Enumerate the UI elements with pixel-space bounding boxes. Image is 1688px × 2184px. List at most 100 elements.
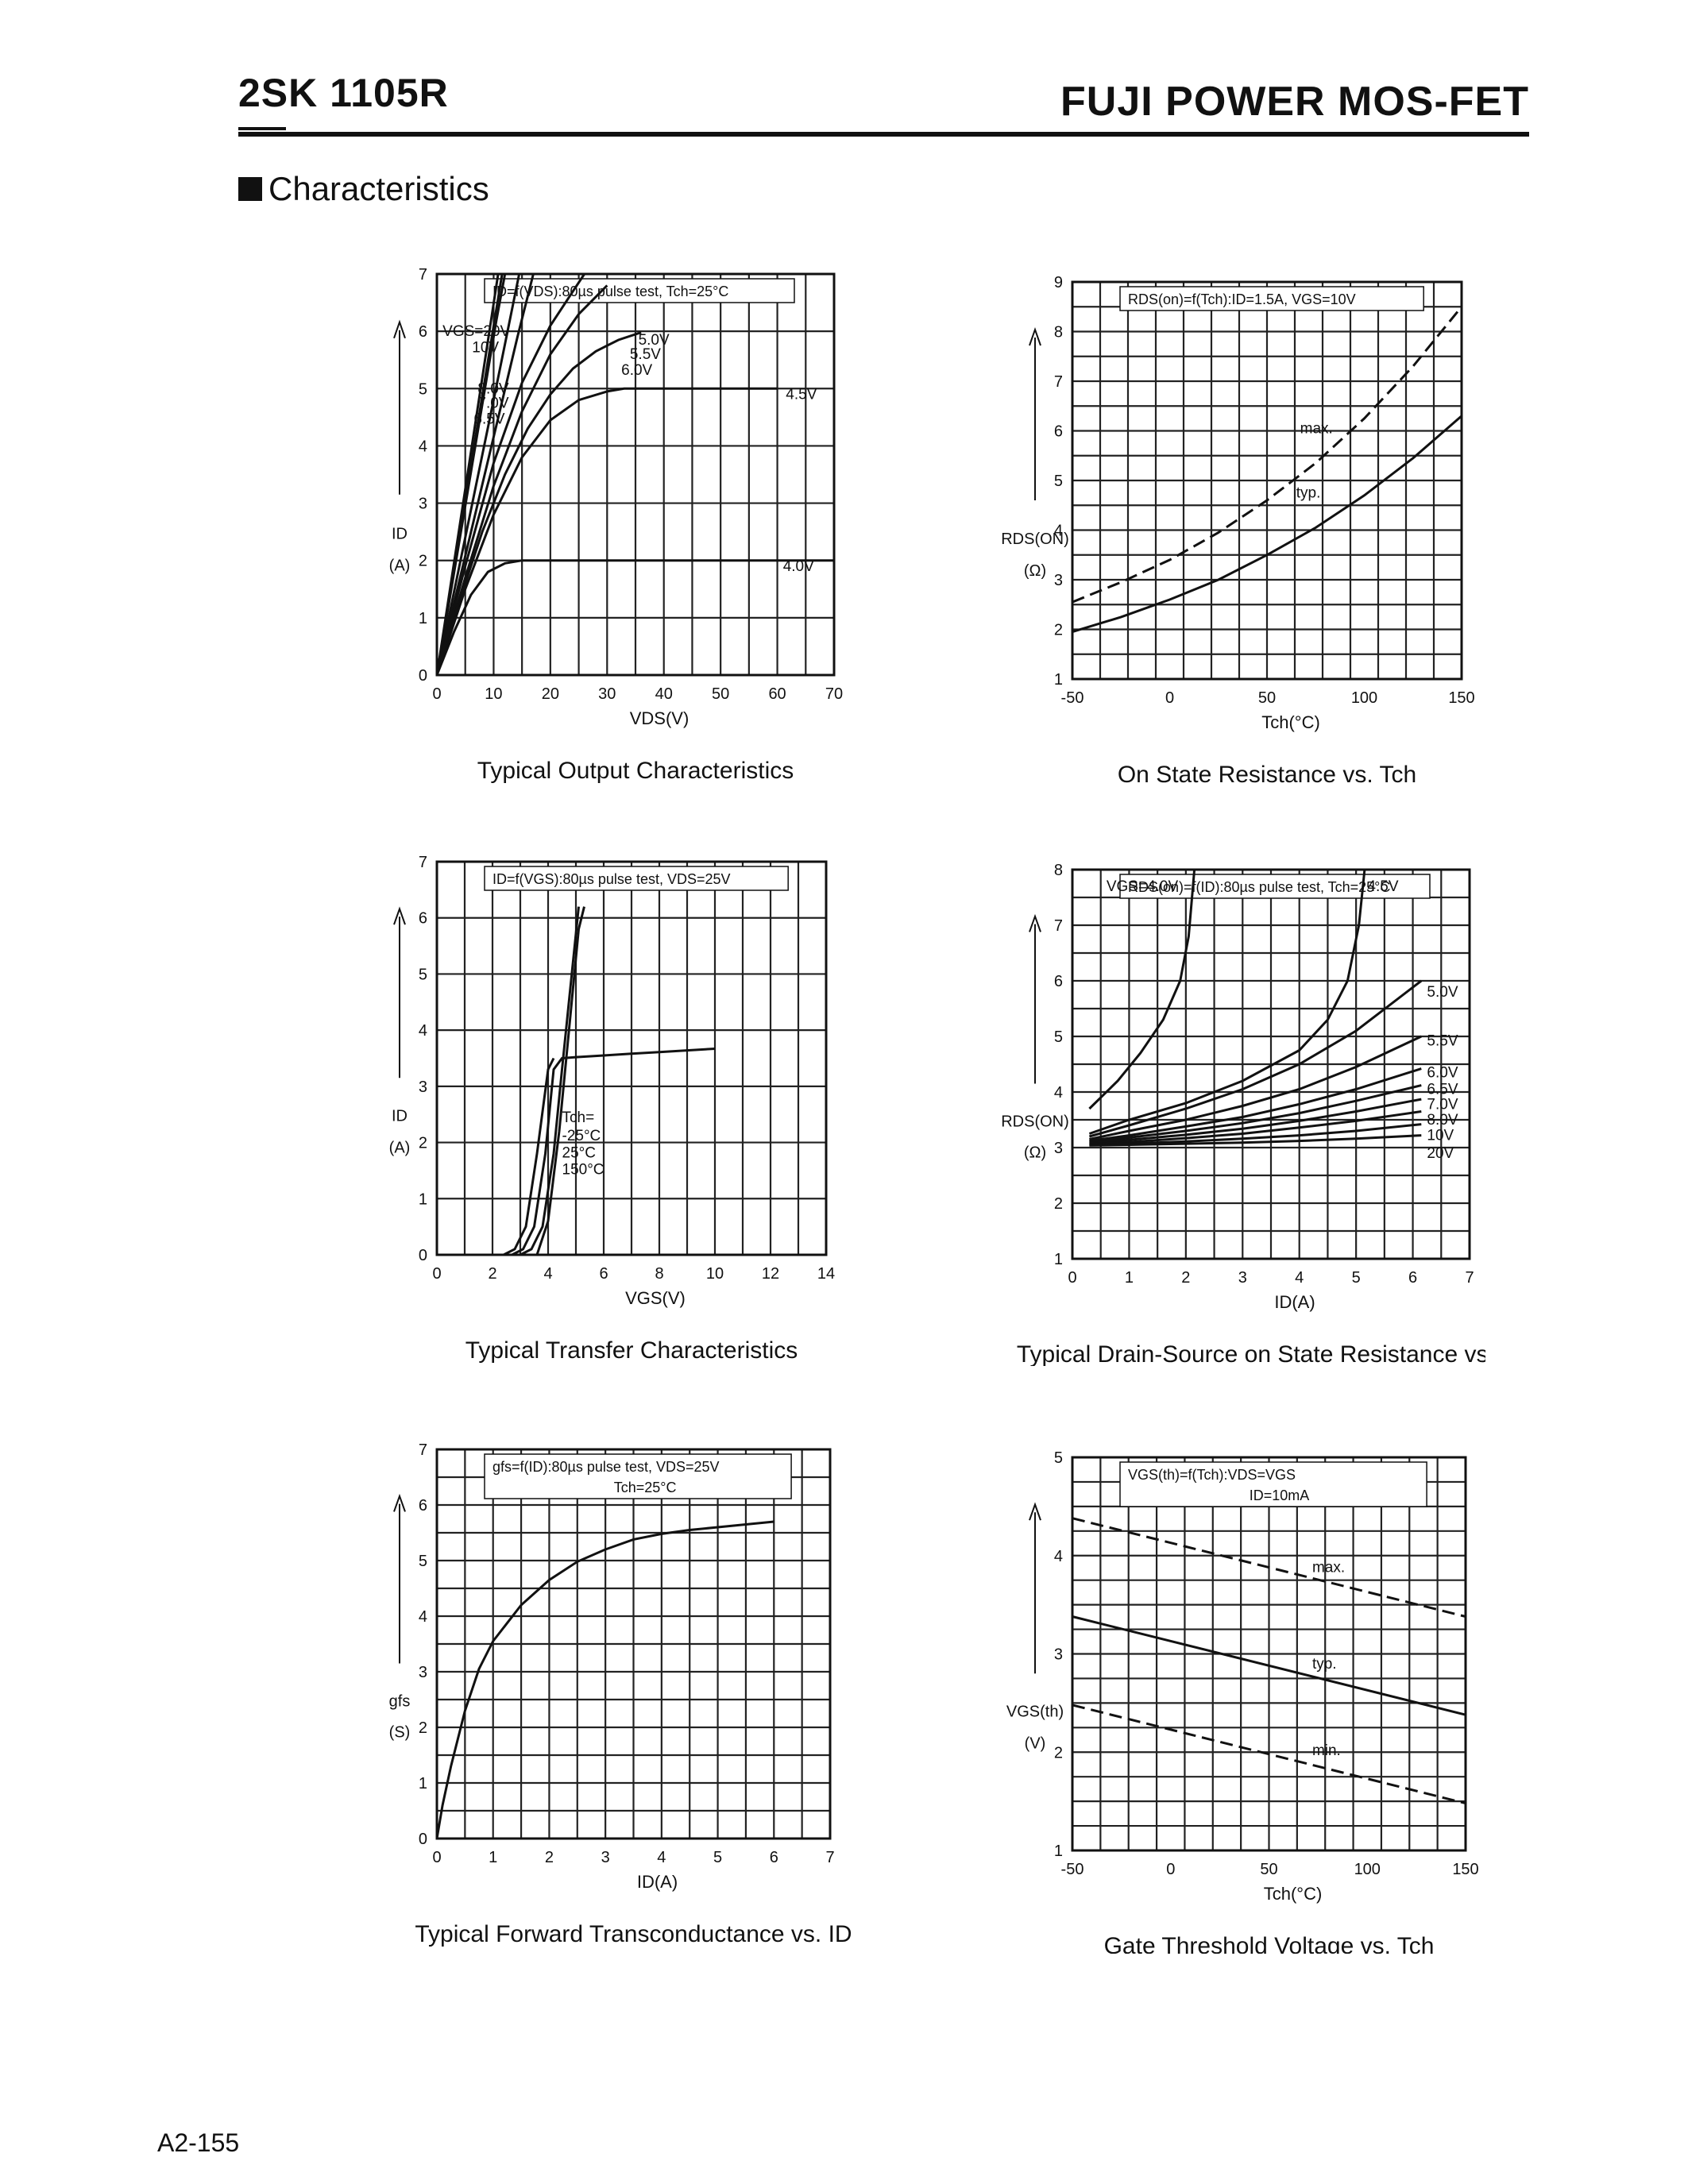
section-heading: Characteristics [238,170,489,208]
x-tick-label: 1 [1125,1269,1134,1287]
y-tick-label: 4 [1054,1548,1063,1565]
series-line-20v [1089,1134,1422,1147]
part-number: 2SK 1105R [238,71,449,115]
y-tick-label: 2 [1054,1195,1063,1213]
y-tick-label: 7 [1054,373,1063,391]
plot-frame [435,860,828,1256]
y-axis-label: ID [392,1108,408,1125]
y-tick-label: 3 [1054,1140,1063,1157]
annotation-label: 4.5V [786,387,817,403]
series-line-4-5v [435,387,778,676]
y-tick-label: 7 [419,266,427,284]
x-tick-label: 4 [543,1265,552,1283]
annotation-label: 4.0V [783,558,814,575]
x-tick-label: 12 [762,1265,779,1283]
y-tick-label: 2 [1054,1744,1063,1761]
y-axis-label: gfs [389,1692,411,1710]
annotation-label: 7.0V [477,395,508,411]
series-line-5-0v [1088,979,1423,1138]
x-tick-label: -50 [1061,1861,1084,1878]
y-axis-label: VGS(th) [1006,1704,1064,1721]
y-tick-label: 3 [419,1664,427,1681]
arrow-up-icon [393,319,406,339]
x-tick-label: 40 [655,685,673,703]
grid [437,1449,830,1839]
condition-text-2: Tch=25°C [614,1480,677,1495]
series-line-4-5v [1088,869,1366,1135]
annotation-label: typ. [1296,485,1321,502]
annotation-label: 10V [1427,1128,1454,1144]
y-axis-label: RDS(ON) [1001,1113,1069,1130]
series-line-7-0v [1089,1098,1422,1144]
annotation-label: 6.0V [621,362,652,379]
series-line-6-5v [1089,1084,1422,1144]
x-tick-label: 5 [713,1849,722,1866]
x-tick-label: 0 [432,1849,441,1866]
condition-box [1119,286,1424,311]
y-tick-label: 6 [419,910,427,928]
annotation-label: 5.0V [639,332,670,349]
chart-title: Typical Forward Transconductance vs. ID [415,1921,852,1947]
series-line-20v [435,273,500,676]
y-tick-label: 4 [1054,1084,1063,1102]
y-tick-label: 3 [1054,572,1063,589]
series-line-4-0v [435,559,834,676]
chart-title: Typical Output Characteristics [477,758,794,784]
y-tick-label: 1 [419,610,427,627]
annotation-label: VGS=20V [442,323,510,340]
plot-frame [435,1448,832,1840]
y-tick-label: 7 [1054,917,1063,935]
y-tick-label: 0 [419,1831,427,1848]
output-characteristics-chart: 0 10 20 30 40 50 60 70 0 1 2 3 4 5 6 7 VDS(V) ID (A) ID=f(V… [389,266,843,784]
condition-text: RDS(on)=f(Tch):ID=1.5A, VGS=10V [1128,291,1356,307]
x-tick-label: 2 [1181,1269,1190,1287]
x-axis-label: Tch(°C) [1264,1884,1323,1904]
annotation-label: VGS=4.0V [1107,878,1179,895]
y-tick-label: 5 [419,380,427,398]
y-tick-label: 1 [1054,671,1063,689]
y-tick-label: 6 [419,1497,427,1515]
y-axis-unit: (Ω) [1024,1144,1046,1162]
x-tick-label: 8 [655,1265,663,1283]
gate-threshold-chart: -50 0 50 100 150 1 2 3 4 5 Tch(°C) VGS(th) (V) VGS(th… [1006,1449,1479,1954]
x-tick-label: 3 [1238,1269,1247,1287]
grid [437,862,826,1255]
x-tick-label: 70 [825,685,843,703]
rds-on-vs-id-chart: 0 1 2 3 4 5 6 712345678ID(A)RDS(ON)(Ω)RDS(on)=f… [1001,862,1485,1366]
series-line-5-5v [1089,1035,1422,1140]
annotation-label: 6.5V [1427,1082,1458,1098]
y-tick-label: 6 [1054,973,1063,990]
square-bullet-icon [238,177,262,201]
series-line-25-c [503,1057,555,1256]
annotation-label: 8.0V [1427,1112,1458,1129]
brand-title: FUJI POWER MOS-FET [1060,79,1529,125]
x-tick-label: 6 [1408,1269,1417,1287]
series-line-5-5v [435,284,608,676]
y-tick-label: 5 [1054,1028,1063,1046]
y-tick-label: 1 [419,1190,427,1208]
series-line-gfs [435,1520,774,1839]
y-tick-label: 1 [419,1775,427,1792]
x-axis-label: ID(A) [637,1872,678,1892]
annotation-label: max. [1300,420,1333,437]
plot-frame [435,272,836,677]
arrow-up-icon [1029,1502,1041,1521]
series-line-25-c [511,1048,716,1256]
condition-box [1119,874,1431,899]
arrow-up-icon [393,1493,406,1512]
y-tick-label: 6 [1054,423,1063,441]
x-tick-label: 7 [825,1849,834,1866]
condition-text: ID=f(VDS):80µs pulse test, Tch=25°C [492,284,728,299]
series-line-steep [535,906,585,1256]
series-line-5-0v [435,331,642,676]
y-tick-label: 4 [419,438,427,455]
y-tick-label: 7 [419,1441,427,1459]
y-tick-label: 1 [1054,1843,1063,1860]
x-tick-label: 4 [657,1849,666,1866]
annotation-label: -25°C [562,1128,601,1144]
x-tick-label: 6 [599,1265,608,1283]
annotation-label: 25°C [562,1144,596,1161]
series-line-typ [1072,1615,1466,1716]
annotation-label: 5.5V [1427,1033,1458,1050]
chart-title: Typical Drain-Source on State Resistance… [1017,1341,1485,1366]
